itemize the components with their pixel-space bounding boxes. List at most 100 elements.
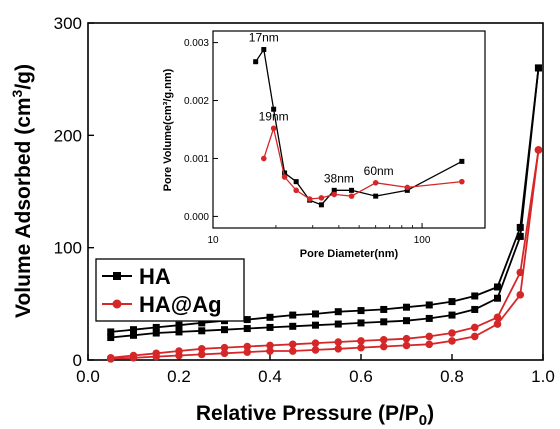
main-point-ha-desorption [152, 323, 160, 331]
inset-point-ha-ag [459, 178, 465, 185]
main-point-ha-adsorption [516, 232, 524, 240]
inset-annotation-label: 17nm [249, 31, 279, 45]
inset-point-ha [349, 187, 355, 193]
main-point-ha-ag-adsorption [379, 342, 388, 351]
main-series-line-ha-ag-desorption [110, 149, 540, 359]
main-point-ha-adsorption [471, 305, 479, 313]
main-x-tick-label: 0.2 [167, 367, 191, 386]
main-point-ha-desorption [107, 328, 115, 336]
main-point-ha-desorption [471, 292, 479, 300]
inset-x-axis-title: Pore Diameter(nm) [300, 248, 399, 260]
main-point-ha-ag-desorption [357, 337, 365, 345]
main-point-ha-ag-adsorption [470, 332, 479, 341]
main-plot-frame [87, 22, 544, 361]
main-point-ha-adsorption [266, 323, 274, 331]
main-y-tick-label: 0 [73, 351, 82, 370]
inset-point-ha [404, 187, 410, 193]
inset-point-ha-ag [404, 184, 411, 191]
main-point-ha-ag-desorption [288, 340, 297, 349]
inset-annotation-label: 19nm [259, 109, 289, 123]
main-point-ha-adsorption [494, 294, 501, 302]
main-y-tick-label: 100 [54, 239, 82, 258]
main-series-line-ha-desorption [110, 67, 540, 333]
main-point-ha-adsorption [357, 319, 365, 327]
main-y-tick-label: 300 [54, 14, 82, 33]
main-point-ha-ag-adsorption [334, 344, 343, 353]
main-point-ha-ag-desorption [152, 349, 161, 358]
main-point-ha-ag-adsorption [516, 291, 525, 299]
main-point-ha-ag-adsorption [197, 350, 206, 359]
legend-marker-haag [112, 299, 122, 309]
main-point-ha-ag-adsorption [425, 340, 434, 349]
main-point-ha-desorption [425, 301, 433, 309]
main-point-ha-ag-desorption [311, 339, 320, 347]
main-point-ha-ag-desorption [493, 313, 502, 322]
inset-annotations: 17nm 19nm 38nm 60nm [249, 31, 394, 186]
main-point-ha-ag-desorption [470, 323, 479, 332]
main-x-tick-label: 0.0 [76, 367, 100, 386]
main-point-ha-adsorption [448, 311, 456, 319]
inset-point-ha-ag [372, 180, 379, 186]
main-point-ha-ag-desorption [334, 338, 343, 346]
main-axis-ticks: 0.0 0.2 0.4 0.6 0.8 1.0 0 100 200 300 [54, 14, 555, 386]
inset-y-tick-label: 0.002 [184, 96, 209, 107]
main-point-ha-ag-desorption [516, 268, 525, 277]
main-point-ha-desorption [289, 311, 297, 319]
inset-point-ha [293, 179, 299, 185]
inset-point-ha-ag [293, 187, 299, 194]
legend: HA HA@Ag [95, 258, 245, 322]
main-point-ha-desorption [266, 313, 274, 321]
main-point-ha-adsorption [175, 328, 183, 336]
main-point-ha-ag-desorption [534, 146, 543, 154]
main-point-ha-desorption [516, 223, 524, 231]
main-point-ha-ag-adsorption [288, 347, 297, 355]
main-point-ha-adsorption [334, 320, 342, 328]
main-point-ha-desorption [334, 308, 342, 316]
legend-label-ha: HA [139, 264, 171, 289]
main-point-ha-ag-desorption [379, 335, 388, 344]
inset-point-ha [459, 158, 465, 164]
main-x-tick-label: 0.4 [258, 367, 282, 386]
main-point-ha-ag-desorption [175, 347, 183, 355]
main-point-ha-desorption [403, 303, 410, 311]
main-series-line-ha-adsorption [110, 67, 540, 339]
inset-point-ha-ag [270, 125, 277, 132]
main-point-ha-ag-adsorption [448, 337, 456, 345]
inset-point-ha [318, 202, 324, 208]
inset-axis-ticks: 10 100 0.000 0.001 0.002 0.003 [184, 38, 486, 246]
main-point-ha-ag-adsorption [493, 320, 502, 328]
main-point-ha-adsorption [221, 326, 228, 334]
main-point-ha-ag-desorption [425, 332, 434, 341]
main-point-ha-desorption [448, 298, 456, 306]
inset-series-line-ha [255, 47, 463, 206]
inset-point-ha [282, 170, 288, 176]
main-point-ha-desorption [380, 305, 388, 313]
inset-y-tick-label: 0.003 [184, 38, 209, 49]
main-point-ha-desorption [243, 316, 251, 324]
legend-box [95, 258, 245, 322]
inset-point-ha [253, 59, 259, 65]
main-point-ha-adsorption [198, 327, 206, 335]
inset-x-tick-label: 10 [207, 235, 219, 246]
inset-point-ha [261, 47, 267, 53]
inset-x-tick-label: 100 [414, 235, 431, 246]
main-point-ha-adsorption [380, 318, 388, 326]
main-point-ha-ag-desorption [266, 341, 274, 350]
inset-y-tick-label: 0.000 [184, 212, 209, 223]
inset-point-ha [373, 193, 379, 199]
main-x-tick-label: 1.0 [531, 367, 555, 386]
y-axis-title: Volume Adsorbed (cm3/g) [9, 64, 35, 318]
inset-y-axis-title: Pore Volume(cm³/g.nm) [162, 68, 174, 191]
y-axis-title-superscript: 3 [9, 89, 25, 97]
main-point-ha-ag-adsorption [357, 343, 365, 352]
main-point-ha-ag-desorption [220, 343, 229, 352]
main-point-ha-adsorption [152, 329, 160, 337]
main-point-ha-desorption [175, 321, 183, 329]
legend-label-haag: HA@Ag [139, 292, 222, 317]
main-point-ha-desorption [534, 64, 542, 72]
inset-point-ha-ag [348, 193, 355, 199]
inset-point-ha-ag [281, 174, 288, 180]
inset-point-ha-ag [261, 155, 267, 162]
inset-annotation-label: 38nm [324, 171, 354, 185]
